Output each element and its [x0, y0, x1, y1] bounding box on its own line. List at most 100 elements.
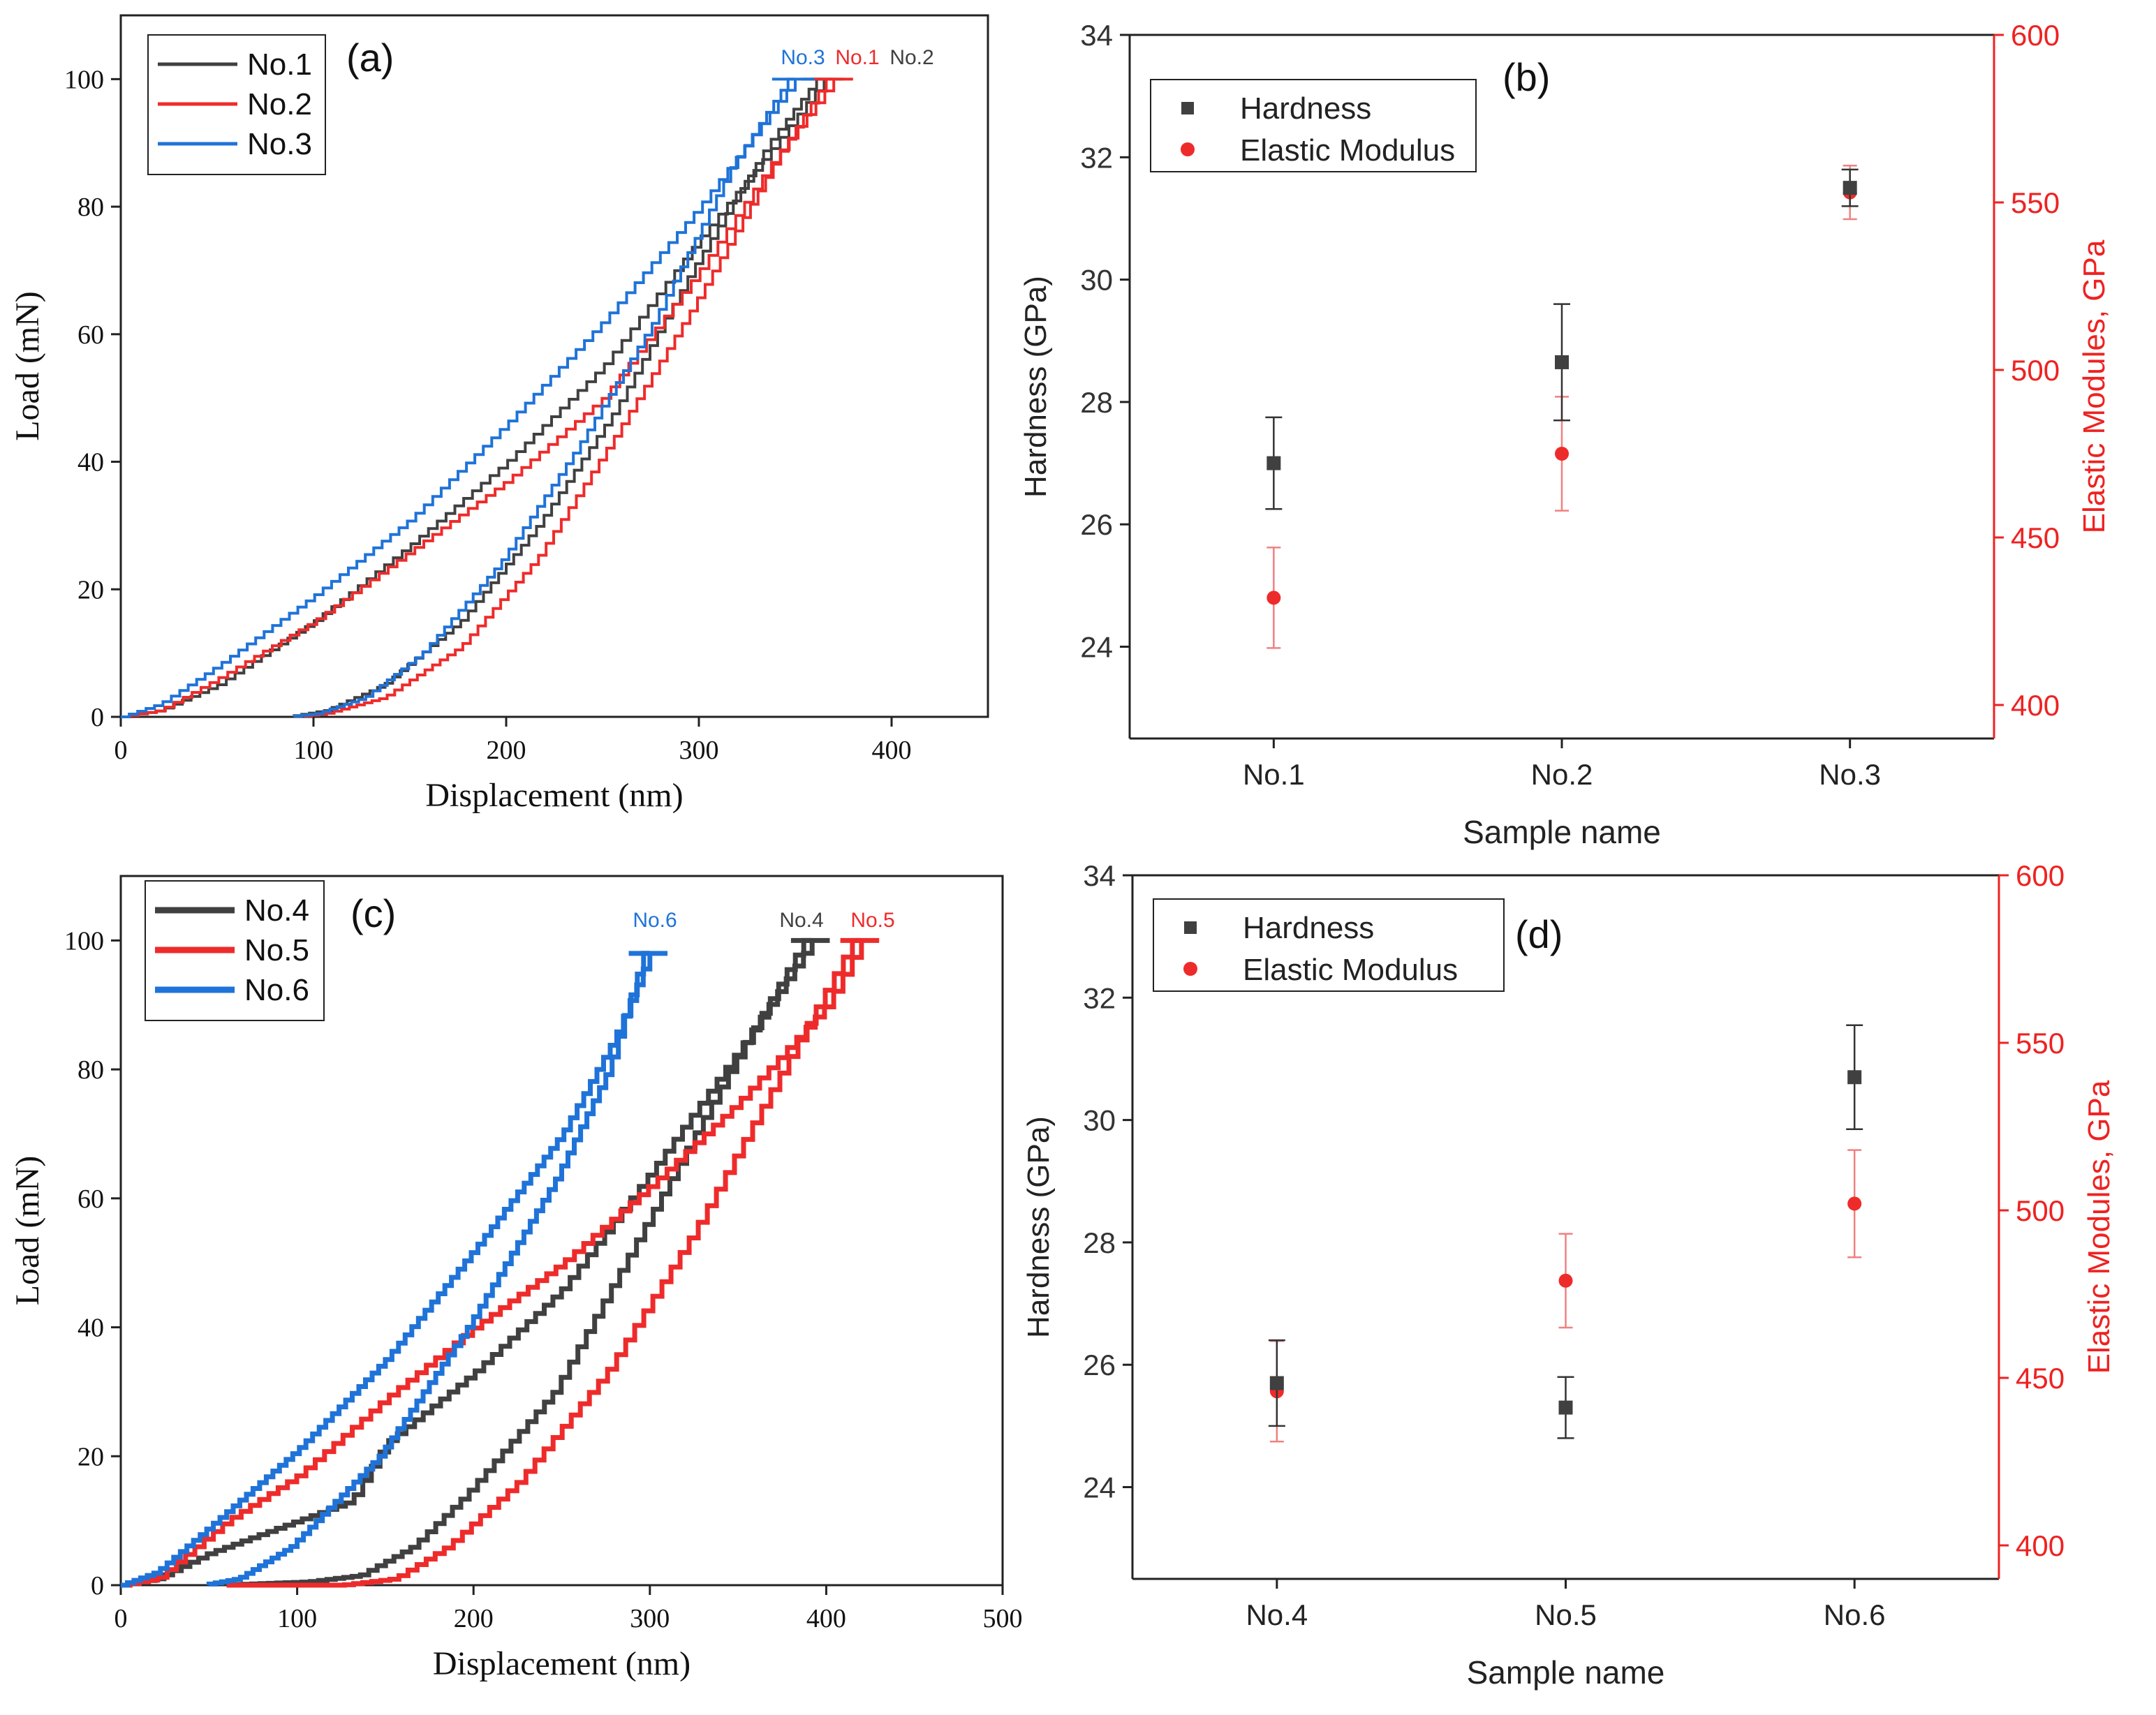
y-right-tick-label: 450 — [2016, 1362, 2065, 1395]
legend-hardness-marker — [1181, 102, 1194, 114]
y-tick-label: 32 — [1080, 141, 1113, 174]
x-tick-label: 100 — [277, 1604, 317, 1633]
y-right-tick-label: 550 — [2016, 1027, 2065, 1060]
panel-label: (b) — [1502, 55, 1550, 99]
modulus-point — [1558, 1273, 1573, 1288]
x-tick-label: 0 — [115, 1604, 128, 1633]
series-No.3-unloading — [293, 77, 795, 718]
legend-modulus-marker — [1181, 142, 1195, 156]
peak-label: No.4 — [779, 909, 823, 932]
panel-b: No.1 No.2 No.3 24 26 28 30 32 34 400 450 500 550 600 S… — [1019, 19, 2111, 850]
series-No.2-unloading — [302, 77, 834, 718]
legend-label: No.2 — [247, 87, 312, 121]
y-tick-label: 0 — [91, 703, 104, 732]
panel-label: (d) — [1515, 912, 1563, 956]
series-No.2-loading — [121, 79, 836, 718]
peak-label: No.1 — [835, 46, 879, 69]
y-tick-label: 30 — [1083, 1104, 1116, 1137]
y-tick-label: 32 — [1083, 981, 1116, 1014]
y-axis-label: Hardness (GPa) — [1021, 1116, 1056, 1338]
series-No.1-loading — [121, 79, 826, 718]
y-tick-label: 80 — [77, 193, 104, 222]
x-tick-label: 300 — [679, 736, 719, 765]
x-tick-label: 400 — [806, 1604, 846, 1633]
y-axis-label: Hardness (GPa) — [1019, 276, 1053, 498]
hardness-point — [1558, 1400, 1573, 1415]
y-tick-label: 60 — [77, 1185, 104, 1214]
x-tick-label: 400 — [872, 736, 912, 765]
y-tick-label: 28 — [1083, 1226, 1116, 1259]
legend-label: No.4 — [244, 893, 309, 928]
legend-label: No.1 — [247, 47, 312, 82]
x-tick-label: 100 — [294, 736, 334, 765]
x-tick-label: No.6 — [1824, 1598, 1886, 1631]
series-No.4-unloading — [224, 937, 813, 1588]
legend-hardness-marker — [1184, 921, 1197, 934]
x-axis-label: Displacement (nm) — [425, 777, 683, 814]
legend-label: No.5 — [244, 933, 309, 967]
modulus-point — [1267, 591, 1281, 605]
y-tick-label: 26 — [1080, 508, 1113, 541]
series-No.5-unloading — [226, 937, 862, 1588]
panel-a: 0 100 200 300 400 0 20 40 60 80 100 Displacement (n… — [9, 14, 989, 814]
y-right-tick-label: 400 — [2011, 689, 2060, 722]
y-axis-label: Load (mN) — [9, 291, 46, 441]
legend-label: No.6 — [244, 973, 309, 1007]
y-right-tick-label: 500 — [2011, 354, 2060, 387]
x-tick-label: 500 — [983, 1604, 1023, 1633]
series-No.6-unloading — [206, 951, 650, 1587]
panel-c: 0 100 200 300 400 500 0 20 40 60 80 100 Displacement… — [9, 875, 1023, 1682]
modulus-point — [1847, 1196, 1862, 1211]
legend-label: No.3 — [247, 127, 312, 161]
hardness-point — [1847, 1070, 1862, 1085]
series-No.6-loading — [121, 953, 653, 1588]
legend-box — [1153, 898, 1505, 992]
series-No.1-unloading — [293, 77, 825, 718]
y-tick-label: 20 — [77, 1442, 104, 1471]
y-tick-label: 30 — [1080, 264, 1113, 297]
x-tick-label: No.1 — [1243, 758, 1305, 791]
x-axis-label: Sample name — [1467, 1654, 1665, 1691]
y-tick-label: 28 — [1080, 386, 1113, 419]
hardness-point — [1269, 1376, 1284, 1390]
y-tick-label: 60 — [77, 320, 104, 350]
y-tick-label: 34 — [1080, 19, 1113, 52]
y-tick-label: 100 — [64, 926, 104, 956]
legend-label: Elastic Modulus — [1240, 133, 1455, 168]
y-right-tick-label: 450 — [2011, 521, 2060, 554]
modulus-point — [1555, 447, 1569, 461]
y-tick-label: 100 — [64, 65, 104, 94]
x-axis-label: Displacement (nm) — [433, 1645, 691, 1682]
series-No.4-loading — [121, 940, 815, 1588]
panel-label: (a) — [346, 36, 394, 80]
legend-label: Hardness — [1240, 91, 1371, 126]
x-tick-label: No.2 — [1531, 758, 1593, 791]
x-tick-label: 200 — [454, 1604, 494, 1633]
x-axis-label: Sample name — [1463, 814, 1661, 850]
hardness-point — [1843, 181, 1857, 195]
y-right-axis-label: Elastic Modules, GPa — [2082, 1080, 2116, 1374]
y-tick-label: 20 — [77, 575, 104, 604]
panel-label: (c) — [350, 891, 396, 935]
y-tick-label: 40 — [77, 1314, 104, 1343]
y-tick-label: 24 — [1083, 1471, 1116, 1504]
series-No.5-loading — [121, 940, 864, 1588]
plot-frame — [119, 14, 989, 718]
peak-label: No.5 — [850, 909, 894, 932]
x-tick-label: No.3 — [1819, 758, 1881, 791]
y-tick-label: 80 — [77, 1055, 104, 1085]
y-tick-label: 34 — [1083, 859, 1116, 892]
plot-frame — [119, 875, 1004, 1587]
x-tick-label: 200 — [487, 736, 526, 765]
x-tick-label: No.4 — [1246, 1598, 1308, 1631]
y-right-tick-label: 400 — [2016, 1529, 2065, 1562]
panel-d: No.4 No.5 No.6 24 26 28 30 32 34 400 450 500 550 600 S… — [1021, 859, 2116, 1691]
legend-box — [1150, 79, 1477, 172]
legend-modulus-marker — [1183, 962, 1197, 976]
legend-label: Hardness — [1243, 911, 1374, 945]
x-tick-label: 300 — [630, 1604, 670, 1633]
y-tick-label: 24 — [1080, 631, 1113, 664]
y-tick-label: 26 — [1083, 1349, 1116, 1381]
y-axis-label: Load (mN) — [9, 1156, 46, 1306]
peak-label: No.2 — [889, 46, 933, 69]
